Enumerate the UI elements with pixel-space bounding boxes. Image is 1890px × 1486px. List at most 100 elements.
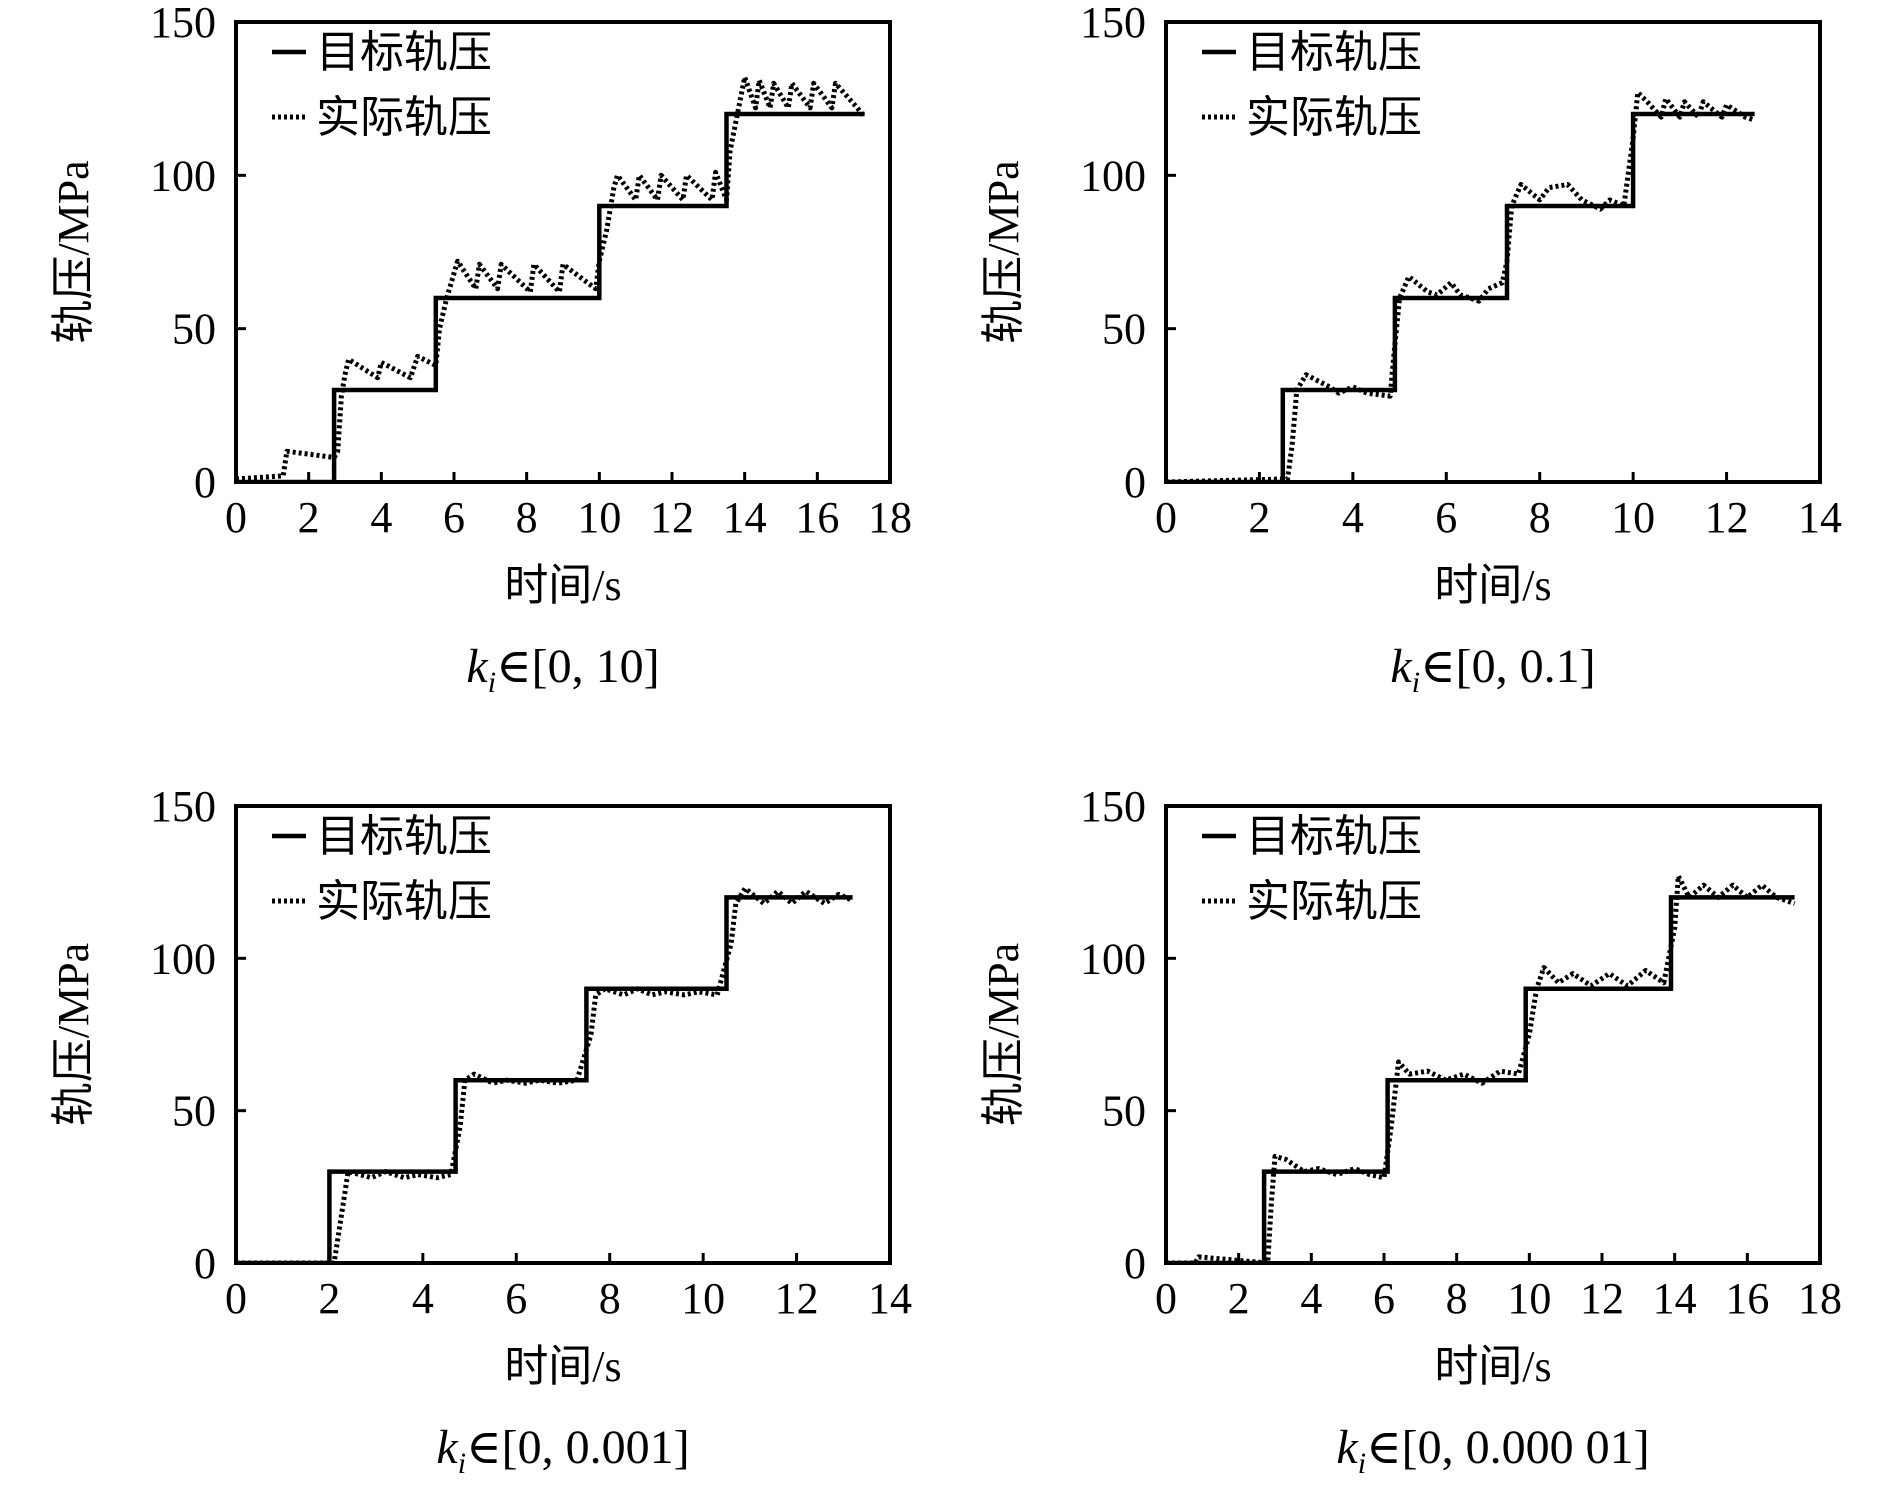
x-axis-title: 时间/s [504, 1342, 621, 1391]
caption-element-of: ∈ [496, 640, 532, 693]
legend-label-actual: 实际轨压 [1246, 93, 1422, 142]
y-tick-label: 100 [150, 934, 216, 983]
legend-label-actual: 实际轨压 [316, 93, 492, 142]
x-tick-label: 6 [443, 493, 465, 542]
plot-frame [234, 20, 892, 484]
x-tick-label: 12 [1705, 493, 1749, 542]
x-tick-label: 12 [775, 1274, 819, 1323]
y-tick-label: 50 [172, 305, 216, 354]
plot-frame [234, 804, 892, 1265]
x-tick-label: 12 [1580, 1274, 1624, 1323]
x-tick-label: 10 [681, 1274, 725, 1323]
series-actual-pressure [1166, 90, 1756, 482]
x-tick-label: 4 [412, 1274, 434, 1323]
caption-subscript: i [488, 666, 496, 699]
panel-bottom-left: 0 2 4 6 8 10 12 14 0 50 100 150 时间/s 轨压/MPa ki∈[0, 0.0… [49, 782, 912, 1480]
legend-label-target: 目标轨压 [1246, 812, 1422, 861]
y-tick-label: 0 [1124, 1239, 1146, 1288]
y-tick-label: 50 [1102, 305, 1146, 354]
panel-caption: ki∈[0, 10] [466, 640, 659, 699]
panel-caption: ki∈[0, 0.1] [1390, 640, 1595, 699]
panel-top-left: 0 2 4 6 8 10 12 14 16 18 0 50 100 150 时间/s 轨压/MPa ki∈[0,… [49, 0, 912, 699]
x-axis-title: 时间/s [1434, 1342, 1551, 1391]
x-tick-label: 0 [225, 1274, 247, 1323]
x-tick-label: 0 [1155, 1274, 1177, 1323]
caption-symbol: k [1390, 640, 1413, 693]
caption-symbol: k [466, 640, 489, 693]
x-tick-label: 14 [868, 1274, 912, 1323]
legend-label-target: 目标轨压 [316, 28, 492, 77]
y-tick-label: 150 [150, 782, 216, 831]
x-tick-label: 14 [723, 493, 767, 542]
x-tick-label: 4 [1342, 493, 1364, 542]
legend-label-target: 目标轨压 [316, 812, 492, 861]
caption-range: [0, 0.000 01] [1402, 1421, 1650, 1474]
series-actual-pressure [236, 885, 854, 1263]
x-tick-label: 2 [298, 493, 320, 542]
y-axis-title: 轨压/MPa [979, 943, 1028, 1126]
caption-element-of: ∈ [466, 1421, 502, 1474]
panel-top-right: 0 2 4 6 8 10 12 14 0 50 100 150 时间/s 轨压/MPa ki∈[0, 0.1… [979, 0, 1842, 699]
y-tick-label: 0 [1124, 458, 1146, 507]
x-axis-title: 时间/s [1434, 561, 1551, 610]
series-target-pressure [236, 111, 865, 482]
y-tick-label: 0 [194, 1239, 216, 1288]
x-tick-label: 2 [1228, 1274, 1250, 1323]
panel-caption: ki∈[0, 0.000 01] [1336, 1421, 1649, 1480]
y-tick-label: 50 [1102, 1087, 1146, 1136]
caption-subscript: i [458, 1447, 466, 1480]
x-tick-label: 14 [1653, 1274, 1697, 1323]
y-tick-label: 100 [1080, 151, 1146, 200]
caption-symbol: k [1336, 1421, 1359, 1474]
caption-subscript: i [1358, 1447, 1366, 1480]
legend-label-actual: 实际轨压 [316, 877, 492, 926]
y-axis-title: 轨压/MPa [49, 160, 98, 343]
caption-subscript: i [1412, 666, 1420, 699]
x-tick-label: 8 [1529, 493, 1551, 542]
series-actual-pressure [1166, 873, 1796, 1263]
x-tick-label: 2 [318, 1274, 340, 1323]
x-tick-label: 18 [868, 493, 912, 542]
y-tick-label: 150 [1080, 782, 1146, 831]
caption-element-of: ∈ [1420, 640, 1456, 693]
y-tick-label: 150 [1080, 0, 1146, 47]
caption-range: [0, 10] [532, 640, 660, 693]
caption-range: [0, 0.1] [1456, 640, 1596, 693]
y-tick-label: 50 [172, 1087, 216, 1136]
x-tick-label: 6 [1373, 1274, 1395, 1323]
x-tick-label: 16 [795, 493, 839, 542]
caption-element-of: ∈ [1366, 1421, 1402, 1474]
x-tick-label: 2 [1248, 493, 1270, 542]
x-tick-label: 4 [370, 493, 392, 542]
x-tick-label: 14 [1798, 493, 1842, 542]
x-tick-label: 0 [1155, 493, 1177, 542]
x-tick-label: 0 [225, 493, 247, 542]
y-tick-label: 0 [194, 458, 216, 507]
x-tick-label: 8 [599, 1274, 621, 1323]
plot-frame [1164, 20, 1822, 484]
x-tick-label: 18 [1798, 1274, 1842, 1323]
series-target-pressure [1166, 111, 1755, 482]
y-tick-label: 100 [150, 151, 216, 200]
x-tick-label: 4 [1300, 1274, 1322, 1323]
caption-symbol: k [436, 1421, 459, 1474]
series-actual-pressure [236, 74, 867, 482]
x-tick-label: 6 [1435, 493, 1457, 542]
x-tick-label: 8 [516, 493, 538, 542]
y-axis-title: 轨压/MPa [49, 943, 98, 1126]
legend-label-target: 目标轨压 [1246, 28, 1422, 77]
x-axis-title: 时间/s [504, 561, 621, 610]
x-tick-label: 10 [577, 493, 621, 542]
x-tick-label: 8 [1446, 1274, 1468, 1323]
x-tick-label: 16 [1725, 1274, 1769, 1323]
y-tick-label: 150 [150, 0, 216, 47]
panel-bottom-right: 0 2 4 6 8 10 12 14 16 18 0 50 100 150 时间/s 轨压/MPa ki∈[0,… [979, 782, 1842, 1480]
x-tick-label: 6 [505, 1274, 527, 1323]
plot-frame [1164, 804, 1822, 1265]
y-tick-label: 100 [1080, 934, 1146, 983]
